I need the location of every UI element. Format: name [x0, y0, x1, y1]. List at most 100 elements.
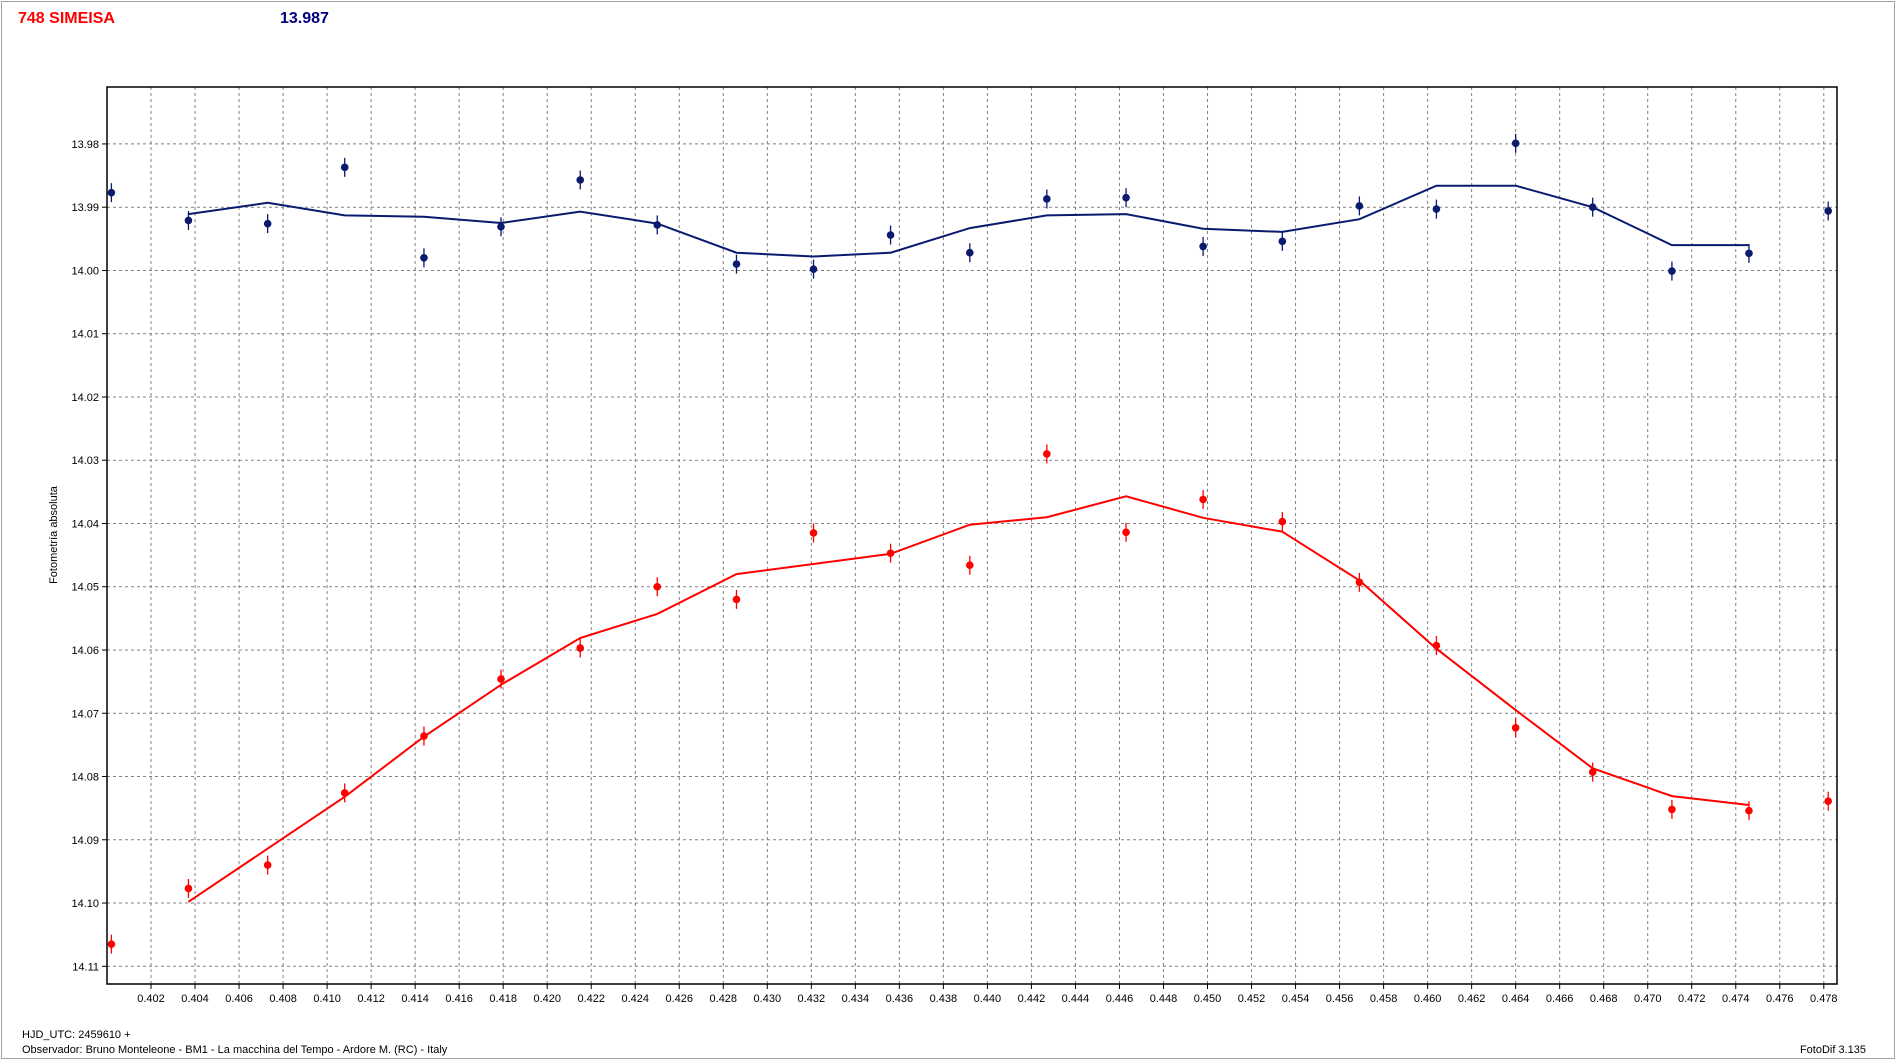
- y-tick-label: 14.03: [71, 455, 99, 467]
- observer-label: Observador: Bruno Monteleone - BM1 - La …: [22, 1044, 448, 1056]
- x-tick-label: 0.470: [1634, 993, 1662, 1005]
- y-tick-label: 14.11: [72, 961, 99, 973]
- data-point: [809, 529, 818, 537]
- data-point: [1511, 139, 1520, 148]
- data-point: [1745, 249, 1753, 258]
- data-point: [1588, 768, 1597, 776]
- x-tick-label: 0.456: [1326, 993, 1354, 1005]
- series-1: [107, 133, 1832, 281]
- x-tick-label: 0.476: [1766, 993, 1794, 1005]
- x-tick-label: 0.428: [710, 993, 738, 1005]
- x-tick-label: 0.478: [1810, 993, 1838, 1005]
- data-point: [1432, 205, 1441, 213]
- x-tick-label: 0.416: [445, 993, 473, 1005]
- y-tick-label: 14.10: [71, 898, 99, 910]
- chart-title: 748 SIMEISA: [18, 10, 115, 27]
- data-point: [107, 940, 116, 948]
- data-point: [809, 265, 818, 273]
- data-point: [1278, 517, 1287, 526]
- data-point: [965, 561, 974, 570]
- x-tick-label: 0.446: [1106, 993, 1134, 1005]
- x-tick-label: 0.414: [401, 993, 429, 1005]
- x-tick-label: 0.424: [621, 993, 649, 1005]
- y-tick-label: 14.02: [71, 392, 99, 404]
- data-point: [1122, 193, 1130, 202]
- data-point: [420, 253, 428, 262]
- plot-border: [106, 86, 1838, 985]
- x-tick-label: 0.420: [533, 993, 561, 1005]
- data-point: [184, 884, 193, 893]
- data-point: [1511, 724, 1520, 732]
- data-point: [576, 176, 585, 184]
- fit-line: [187, 495, 1750, 903]
- data-point: [1432, 641, 1441, 650]
- data-point: [1588, 203, 1597, 211]
- x-tick-label: 0.458: [1370, 993, 1398, 1005]
- y-axis-label: Fotometría absoluta: [48, 485, 60, 584]
- x-tick-label: 0.454: [1282, 993, 1310, 1005]
- x-tick-label: 0.442: [1018, 993, 1046, 1005]
- data-point: [1355, 578, 1364, 587]
- reference-magnitude: 13.987: [280, 10, 329, 27]
- x-tick-label: 0.450: [1194, 993, 1222, 1005]
- data-point: [886, 549, 895, 558]
- data-point: [107, 188, 116, 197]
- data-point: [1355, 202, 1364, 210]
- plot-area: [107, 87, 1837, 984]
- hjd-label: HJD_UTC: 2459610 +: [22, 1029, 131, 1041]
- y-tick-label: 14.08: [71, 772, 99, 784]
- x-tick-label: 0.472: [1678, 993, 1706, 1005]
- x-tick-label: 0.422: [577, 993, 605, 1005]
- data-point: [497, 223, 505, 231]
- data-point: [1824, 207, 1832, 215]
- x-tick-label: 0.406: [225, 993, 253, 1005]
- x-tick-label: 0.432: [798, 993, 826, 1005]
- x-tick-label: 0.418: [489, 993, 517, 1005]
- data-point: [1199, 495, 1207, 504]
- series-2: [107, 444, 1832, 954]
- data-point: [340, 789, 349, 797]
- y-tick-label: 14.00: [71, 265, 99, 277]
- data-point: [1668, 805, 1676, 814]
- x-tick-label: 0.440: [974, 993, 1002, 1005]
- data-point: [653, 221, 662, 229]
- y-tick-label: 14.06: [71, 645, 99, 657]
- x-tick-label: 0.464: [1502, 993, 1530, 1005]
- fit-line: [188, 184, 1749, 258]
- x-tick-label: 0.462: [1458, 993, 1486, 1005]
- data-point: [1745, 806, 1753, 815]
- data-point: [732, 260, 741, 268]
- data-point: [1199, 242, 1207, 251]
- y-tick-label: 13.98: [71, 139, 99, 151]
- data-point: [653, 582, 662, 591]
- x-tick-label: 0.430: [754, 993, 782, 1005]
- x-tick-label: 0.408: [269, 993, 297, 1005]
- data-point: [184, 216, 193, 225]
- x-tick-label: 0.434: [842, 993, 870, 1005]
- x-tick-label: 0.426: [665, 993, 693, 1005]
- data-point: [732, 595, 741, 604]
- x-tick-label: 0.410: [313, 993, 341, 1005]
- x-tick-label: 0.474: [1722, 993, 1750, 1005]
- data-point: [263, 219, 272, 228]
- y-tick-label: 14.07: [71, 708, 99, 720]
- data-point: [1824, 797, 1832, 805]
- x-tick-label: 0.452: [1238, 993, 1266, 1005]
- series-layer: [107, 133, 1832, 954]
- data-point: [576, 644, 585, 652]
- x-tick-label: 0.460: [1414, 993, 1442, 1005]
- x-tick-label: 0.404: [181, 993, 209, 1005]
- data-point: [1122, 528, 1130, 537]
- x-tick-label: 0.402: [137, 993, 165, 1005]
- x-tick-label: 0.412: [357, 993, 385, 1005]
- data-point: [1043, 195, 1051, 203]
- x-tick-label: 0.436: [886, 993, 914, 1005]
- data-point: [263, 861, 272, 869]
- data-point: [340, 163, 349, 172]
- data-point: [886, 231, 895, 239]
- ticks: 0.402 0.404 0.406 0.408 0.410 0.412 0.414 0.416…: [71, 139, 1837, 1005]
- grid: [107, 87, 1837, 984]
- data-point: [1278, 237, 1287, 246]
- y-tick-label: 14.05: [71, 582, 99, 594]
